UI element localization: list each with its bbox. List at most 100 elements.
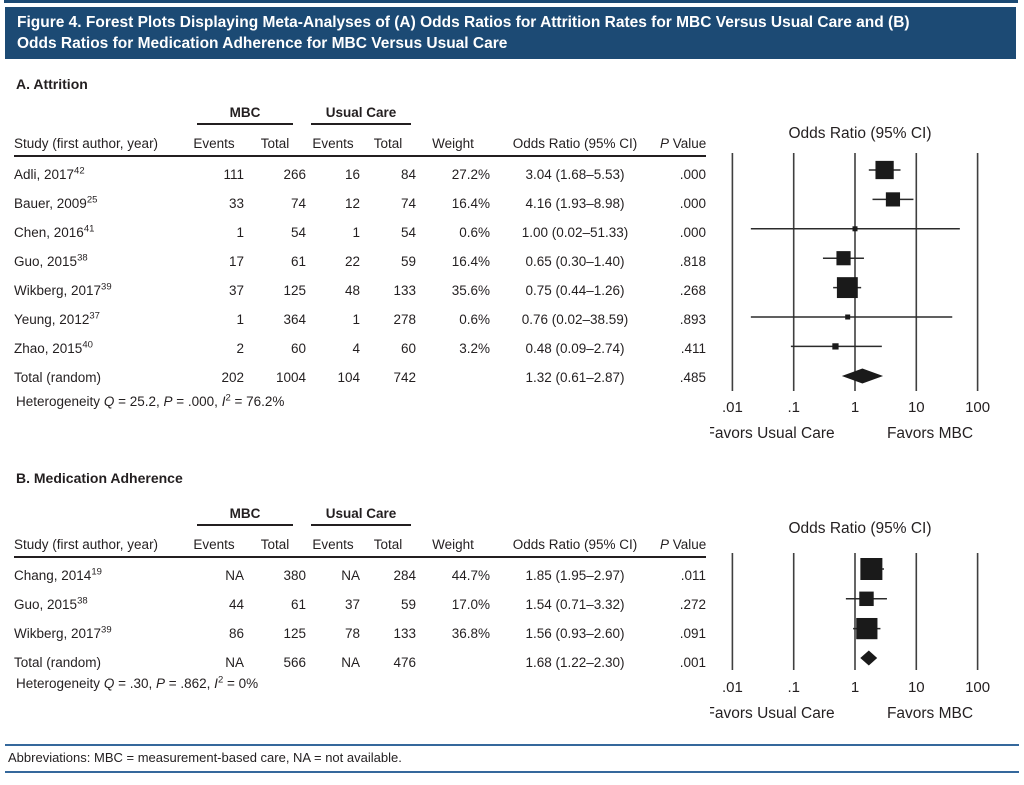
odds-ratio-cell: 1.85 (1.95–2.97) <box>525 568 625 583</box>
reference-superscript: 39 <box>101 281 112 293</box>
study-row: Guo, 201538 44 61 37 59 17.0% 1.54 (0.71–3.32)… <box>14 590 706 619</box>
uc-events-cell: 16 <box>344 167 360 182</box>
col-header-p-value: P Value <box>660 125 706 157</box>
col-header-odds-ratio: Odds Ratio (95% CI) <box>490 125 660 157</box>
uc-events-cell: 1 <box>352 225 360 240</box>
column-header-row: Study (first author, year) Events Total … <box>14 526 706 558</box>
weight-cell: 36.8% <box>451 626 490 641</box>
mbc-events-cell: 44 <box>228 597 244 612</box>
p-value-cell: .272 <box>679 597 706 612</box>
study-row: Chang, 201419 NA 380 NA 284 44.7% 1.85 (1.95–2… <box>14 557 706 590</box>
favors-right-label: Favors MBC <box>887 705 973 722</box>
usual-care-group-header: Usual Care <box>311 506 411 526</box>
study-label: Zhao, 201540 <box>14 339 93 356</box>
mbc-events-cell: 37 <box>228 283 244 298</box>
col-header-mbc-events: Events <box>184 526 244 558</box>
uc-total-cell: 742 <box>393 370 416 385</box>
empty-header-cell <box>14 500 184 526</box>
reference-superscript: 38 <box>77 595 88 607</box>
uc-total-cell: 284 <box>393 568 416 583</box>
mbc-events-cell: 202 <box>221 370 244 385</box>
uc-events-cell: 104 <box>337 370 360 385</box>
study-row: Bauer, 200925 33 74 12 74 16.4% 4.16 (1.93–8.9… <box>14 189 706 218</box>
col-header-study: Study (first author, year) <box>14 526 184 558</box>
weight-cell <box>416 648 490 677</box>
mbc-events-cell: 1 <box>236 312 244 327</box>
mbc-events-cell: 2 <box>236 341 244 356</box>
uc-total-cell: 60 <box>400 341 416 356</box>
study-row: Chen, 201641 1 54 1 54 0.6% 1.00 (0.02–51.33).… <box>14 218 706 247</box>
heterogeneity-b: Heterogeneity Q = .30, P = .862, I2 = 0% <box>16 674 259 691</box>
weight-cell: 16.4% <box>451 196 490 211</box>
figure-title-line1: Figure 4. Forest Plots Displaying Meta-A… <box>17 14 910 31</box>
study-label: Total (random) <box>14 370 102 385</box>
mbc-events-cell: 17 <box>228 254 244 269</box>
uc-events-cell: 48 <box>344 283 360 298</box>
forest-plot-medication-adherence: Odds Ratio (95% CI) .01 .1 1 10 100 Favors Usu… <box>710 520 990 722</box>
study-label: Yeung, 201237 <box>14 310 100 327</box>
odds-ratio-cell: 0.65 (0.30–1.40) <box>525 254 625 269</box>
weight-cell: 44.7% <box>451 568 490 583</box>
odds-ratio-cell: 1.00 (0.02–51.33) <box>521 225 629 240</box>
weight-cell: 3.2% <box>459 341 490 356</box>
weight-cell: 16.4% <box>451 254 490 269</box>
study-label: Guo, 201538 <box>14 252 88 269</box>
weight-cell: 27.2% <box>451 167 490 182</box>
study-row: Yeung, 201237 1 364 1 278 0.6% 0.76 (0.02–38.5… <box>14 305 706 334</box>
study-marker <box>885 192 901 207</box>
empty-header-cell <box>416 500 706 526</box>
col-header-uc-events: Events <box>306 526 360 558</box>
plot-title: Odds Ratio (95% CI) <box>789 125 932 142</box>
axis-tick-label: 1 <box>851 679 859 696</box>
mbc-total-cell: 125 <box>283 626 306 641</box>
p-value-cell: .000 <box>679 196 706 211</box>
uc-events-cell: NA <box>341 568 360 583</box>
mbc-events-cell: NA <box>225 655 244 670</box>
uc-total-cell: 476 <box>393 655 416 670</box>
mbc-total-cell: 364 <box>283 312 306 327</box>
odds-ratio-cell: 3.04 (1.68–5.53) <box>525 167 625 182</box>
uc-total-cell: 59 <box>400 254 416 269</box>
study-marker <box>836 251 851 266</box>
col-header-uc-total: Total <box>360 125 416 157</box>
odds-ratio-cell: 4.16 (1.93–8.98) <box>525 196 625 211</box>
p-value-cell: .011 <box>680 568 706 583</box>
summary-diamond <box>841 368 884 384</box>
col-header-weight: Weight <box>416 125 490 157</box>
study-label: Wikberg, 201739 <box>14 624 112 641</box>
weight-cell: 0.6% <box>459 225 490 240</box>
study-marker <box>845 314 851 320</box>
reference-superscript: 38 <box>77 252 88 264</box>
study-marker <box>856 617 878 640</box>
axis-tick-label: 100 <box>965 399 990 416</box>
mbc-total-cell: 61 <box>290 597 306 612</box>
study-marker <box>852 226 858 232</box>
mbc-total-cell: 266 <box>283 167 306 182</box>
figure-title-bar: Figure 4. Forest Plots Displaying Meta-A… <box>5 7 1016 59</box>
study-label: Chen, 201641 <box>14 223 95 240</box>
uc-total-cell: 59 <box>400 597 416 612</box>
mbc-total-cell: 566 <box>283 655 306 670</box>
plot-title: Odds Ratio (95% CI) <box>789 520 932 537</box>
axis-tick-label: 1 <box>851 399 859 416</box>
study-label: Wikberg, 201739 <box>14 281 112 298</box>
uc-total-cell: 84 <box>400 167 416 182</box>
mbc-events-cell: 111 <box>223 167 244 182</box>
col-header-mbc-events: Events <box>184 125 244 157</box>
uc-events-cell: 1 <box>352 312 360 327</box>
axis-tick-label: 10 <box>908 399 925 416</box>
col-header-uc-total: Total <box>360 526 416 558</box>
total-row: Total (random) 202 1004 104 742 1.32 (0.61–2.… <box>14 363 706 392</box>
favors-right-label: Favors MBC <box>887 425 973 442</box>
reference-superscript: 19 <box>91 566 102 578</box>
axis-tick-label: 10 <box>908 679 925 696</box>
panel-b-heading: B. Medication Adherence <box>16 470 183 486</box>
uc-events-cell: 37 <box>344 597 360 612</box>
axis-tick-label: 100 <box>965 679 990 696</box>
top-border-rule <box>4 0 1018 3</box>
mbc-events-cell: 1 <box>236 225 244 240</box>
mbc-total-cell: 61 <box>290 254 306 269</box>
uc-total-cell: 278 <box>393 312 416 327</box>
p-value-cell: .000 <box>679 167 706 182</box>
